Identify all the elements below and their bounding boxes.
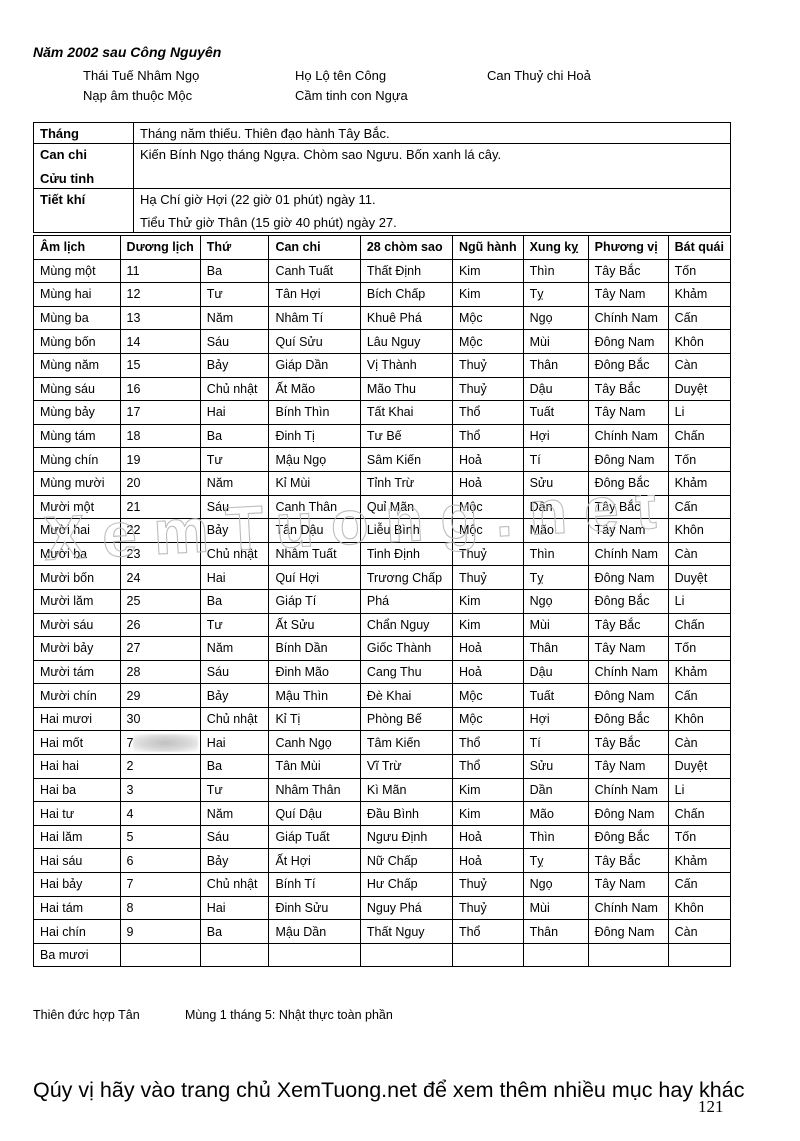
svg-text:XemTuong.net: XemTuong.net — [42, 495, 675, 574]
